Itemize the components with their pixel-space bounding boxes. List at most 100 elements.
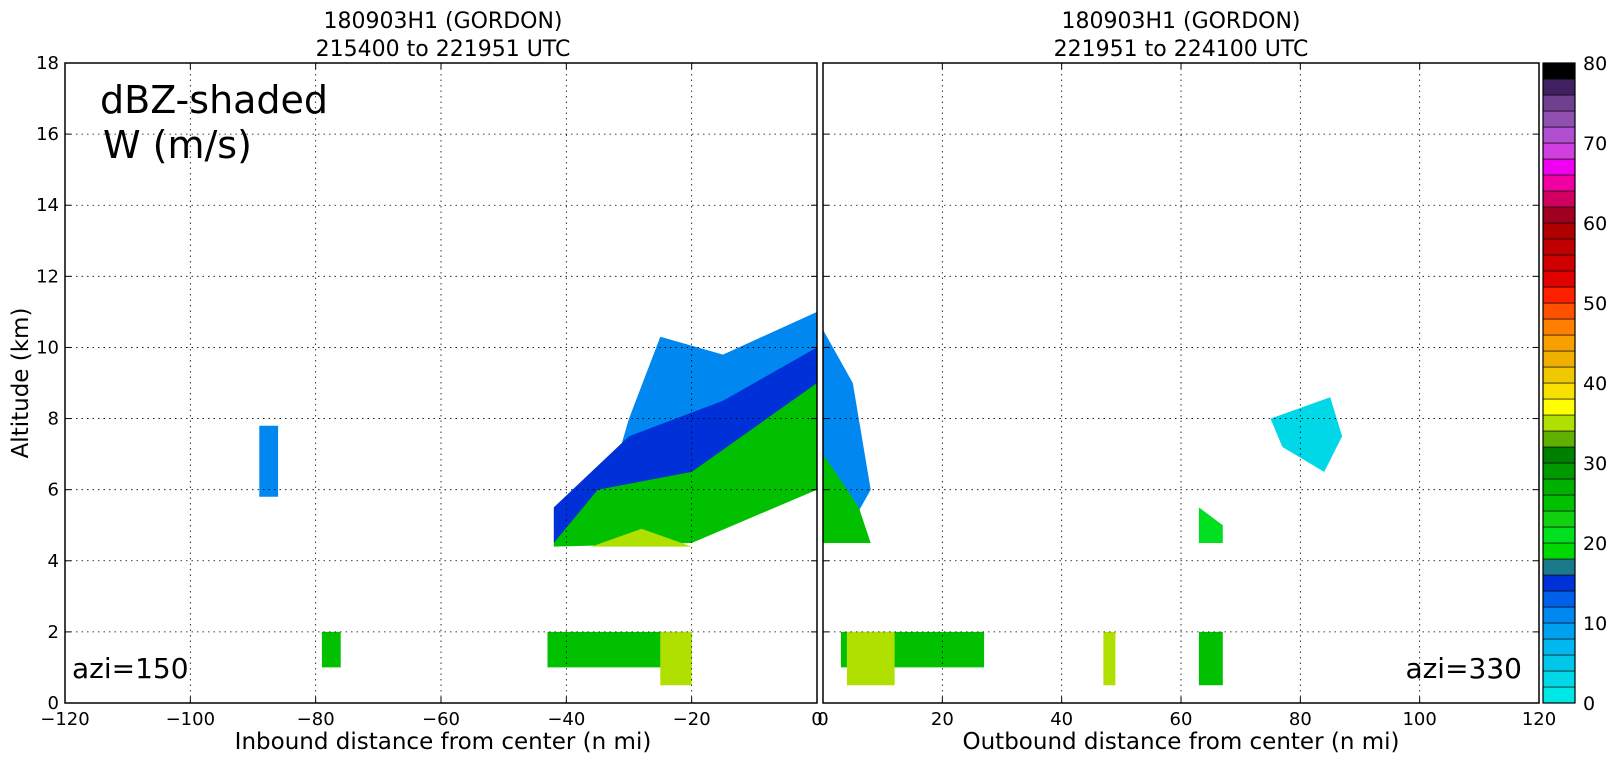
colorbar-cells: [1542, 62, 1576, 704]
left-annotation-w: W (m/s): [103, 123, 252, 167]
colorbar-cell: [1542, 158, 1576, 176]
colorbar-cell: [1542, 606, 1576, 624]
right-xtick-label: 20: [931, 709, 954, 730]
left-annotation-dbz: dBZ-shaded: [100, 78, 328, 122]
colorbar-cell: [1542, 318, 1576, 336]
left-dbz-region: [591, 528, 692, 547]
colorbar-cell: [1542, 414, 1576, 432]
left-dbz-region: [259, 425, 279, 497]
colorbar-cell: [1542, 558, 1576, 576]
colorbar-tick-labels: 80 70 60 50 40 30 20 10 0: [1583, 53, 1607, 715]
left-annotation-azi: azi=150: [72, 652, 189, 685]
right-title-line1: 180903H1 (GORDON): [1061, 9, 1300, 34]
right-dbz-region: [1103, 631, 1116, 686]
colorbar-cell: [1542, 78, 1576, 96]
colorbar-cell: [1542, 142, 1576, 160]
left-dbz-region: [321, 631, 341, 668]
colorbar: 80 70 60 50 40 30 20 10 0: [1542, 53, 1607, 715]
colorbar-cell: [1542, 190, 1576, 208]
colorbar-tick-label: 40: [1583, 373, 1607, 395]
colorbar-cell: [1542, 526, 1576, 544]
left-dbz-region: [660, 631, 692, 686]
right-tick-labels: 0 20 40 60 80 100 120: [817, 62, 1556, 730]
left-ytick-label: 10: [36, 337, 59, 358]
right-dbz-region: [846, 631, 895, 686]
colorbar-cell: [1542, 686, 1576, 704]
colorbar-tick-label: 60: [1583, 213, 1607, 235]
left-ytick-label: 2: [48, 622, 59, 643]
colorbar-tick-label: 70: [1583, 133, 1607, 155]
left-xtick-label: 0: [811, 709, 822, 730]
colorbar-cell: [1542, 670, 1576, 688]
left-ytick-label: 4: [48, 551, 59, 572]
left-title-line2: 215400 to 221951 UTC: [316, 37, 571, 62]
left-grid: [65, 63, 817, 703]
right-grid: [823, 63, 1539, 703]
colorbar-cell: [1542, 654, 1576, 672]
right-dbz-region: [823, 454, 871, 543]
left-ytick-label: 14: [36, 195, 59, 216]
left-ytick-label: 0: [48, 693, 59, 714]
colorbar-cell: [1542, 126, 1576, 144]
colorbar-cell: [1542, 478, 1576, 496]
colorbar-cell: [1542, 622, 1576, 640]
colorbar-cell: [1542, 366, 1576, 384]
colorbar-cell: [1542, 110, 1576, 128]
left-ytick-label: 18: [36, 53, 59, 74]
colorbar-tick-label: 20: [1583, 533, 1607, 555]
colorbar-cell: [1542, 638, 1576, 656]
left-dbz-shading: [259, 311, 817, 686]
right-xtick-label: 100: [1402, 709, 1436, 730]
left-xtick-label: −60: [422, 709, 460, 730]
colorbar-cell: [1542, 574, 1576, 592]
right-xtick-label: 40: [1050, 709, 1073, 730]
left-title-line1: 180903H1 (GORDON): [323, 9, 562, 34]
colorbar-cell: [1542, 302, 1576, 320]
colorbar-cell: [1542, 398, 1576, 416]
left-ytick-label: 6: [48, 480, 59, 501]
left-xtick-label: −40: [547, 709, 585, 730]
left-ytick-label: 16: [36, 124, 59, 145]
right-dbz-region: [1270, 397, 1343, 472]
colorbar-cell: [1542, 462, 1576, 480]
colorbar-cell: [1542, 286, 1576, 304]
left-ylabel: Altitude (km): [8, 308, 34, 459]
left-xtick-label: −120: [40, 709, 89, 730]
colorbar-cell: [1542, 446, 1576, 464]
left-xlabel: Inbound distance from center (n mi): [235, 729, 652, 755]
right-dbz-region: [1198, 631, 1223, 686]
colorbar-cell: [1542, 334, 1576, 352]
right-xtick-label: 60: [1170, 709, 1193, 730]
colorbar-cell: [1542, 254, 1576, 272]
right-xtick-label: 120: [1522, 709, 1556, 730]
left-dbz-region: [547, 631, 692, 668]
colorbar-cell: [1542, 222, 1576, 240]
colorbar-cell: [1542, 382, 1576, 400]
panel-left: 180903H1 (GORDON) 215400 to 221951 UTC −…: [8, 9, 823, 755]
colorbar-cell: [1542, 494, 1576, 512]
left-dbz-region: [553, 383, 817, 547]
colorbar-cell: [1542, 174, 1576, 192]
right-annotation-azi: azi=330: [1405, 652, 1522, 685]
colorbar-cell: [1542, 350, 1576, 368]
right-xtick-label: 80: [1289, 709, 1312, 730]
right-xlabel: Outbound distance from center (n mi): [963, 729, 1400, 755]
right-dbz-region: [1198, 507, 1223, 543]
right-xtick-label: 0: [817, 709, 828, 730]
colorbar-tick-label: 10: [1583, 613, 1607, 635]
colorbar-cell: [1542, 270, 1576, 288]
colorbar-cell: [1542, 510, 1576, 528]
colorbar-tick-label: 30: [1583, 453, 1607, 475]
colorbar-tick-label: 80: [1583, 53, 1607, 75]
left-xtick-label: −100: [166, 709, 215, 730]
colorbar-frame: [1542, 62, 1576, 704]
colorbar-cell: [1542, 430, 1576, 448]
panel-right: 180903H1 (GORDON) 221951 to 224100 UTC 0…: [817, 9, 1556, 755]
left-ytick-label: 8: [48, 409, 59, 430]
colorbar-cell: [1542, 94, 1576, 112]
colorbar-cell: [1542, 590, 1576, 608]
right-title-line2: 221951 to 224100 UTC: [1054, 37, 1309, 62]
left-xtick-label: −20: [673, 709, 711, 730]
left-xtick-label: −80: [297, 709, 335, 730]
